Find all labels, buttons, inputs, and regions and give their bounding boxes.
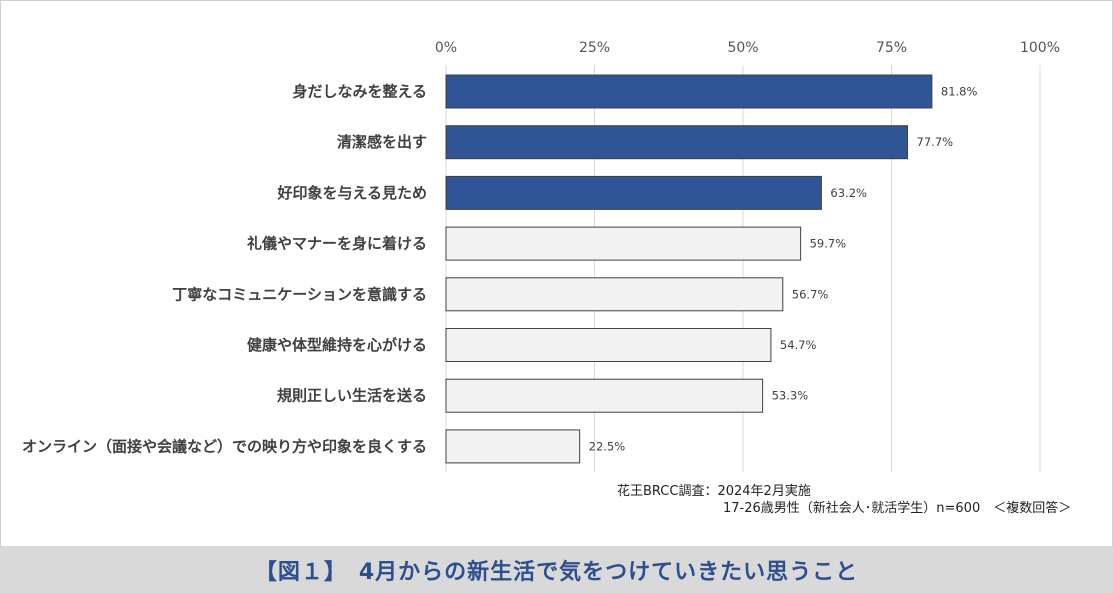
bar xyxy=(445,226,802,261)
category-label: 身だしなみを整える xyxy=(292,83,427,101)
x-tick-label: 25% xyxy=(579,40,610,56)
category-label: 丁寧なコミュニケーションを意識する xyxy=(172,285,427,303)
bar xyxy=(445,74,933,109)
bar-value-label: 56.7% xyxy=(792,287,829,301)
bar-value-label: 53.3% xyxy=(772,389,809,403)
bar xyxy=(445,429,581,464)
category-label: 好印象を与える見ため xyxy=(276,184,427,202)
source-note: 花王BRCC調査：2024年2月実施 17-26歳男性（新社会人･就活学生）n=… xyxy=(617,483,1097,517)
category-label: 健康や体型維持を心がける xyxy=(247,336,427,354)
bar-value-label: 59.7% xyxy=(810,237,847,251)
bar-value-label: 81.8% xyxy=(941,85,978,99)
bar-value-label: 54.7% xyxy=(780,338,817,352)
x-tick-label: 50% xyxy=(727,40,758,56)
category-label: 清潔感を出す xyxy=(337,133,427,151)
bar-value-label: 22.5% xyxy=(589,439,626,453)
bar-value-label: 63.2% xyxy=(830,186,867,200)
x-tick-label: 0% xyxy=(435,40,457,56)
bar xyxy=(445,277,784,312)
bar xyxy=(445,328,772,362)
bar-chart: 0% 25% 50% 75% 100% 81.8% 身だしなみを整える 77.7% 清潔感を出す… xyxy=(22,40,1060,472)
caption-bar: 【図１】 4月からの新生活で気をつけていきたい思うこと xyxy=(0,546,1113,593)
source-line-1: 花王BRCC調査：2024年2月実施 xyxy=(617,484,811,499)
bar xyxy=(445,378,764,413)
category-label: 礼儀やマナーを身に着ける xyxy=(247,235,427,253)
bar-value-label: 77.7% xyxy=(917,135,954,149)
bar xyxy=(445,175,822,210)
source-line-2: 17-26歳男性（新社会人･就活学生）n=600 ＜複数回答＞ xyxy=(723,501,1072,516)
x-tick-label: 75% xyxy=(876,40,907,56)
category-label: オンライン（面接や会議など）での映り方や印象を良くする xyxy=(22,437,427,455)
bar xyxy=(445,125,909,160)
figure-caption: 【図１】 4月からの新生活で気をつけていきたい思うこと xyxy=(254,559,859,585)
category-label: 規則正しい生活を送る xyxy=(277,387,427,405)
x-tick-label: 100% xyxy=(1020,40,1060,56)
